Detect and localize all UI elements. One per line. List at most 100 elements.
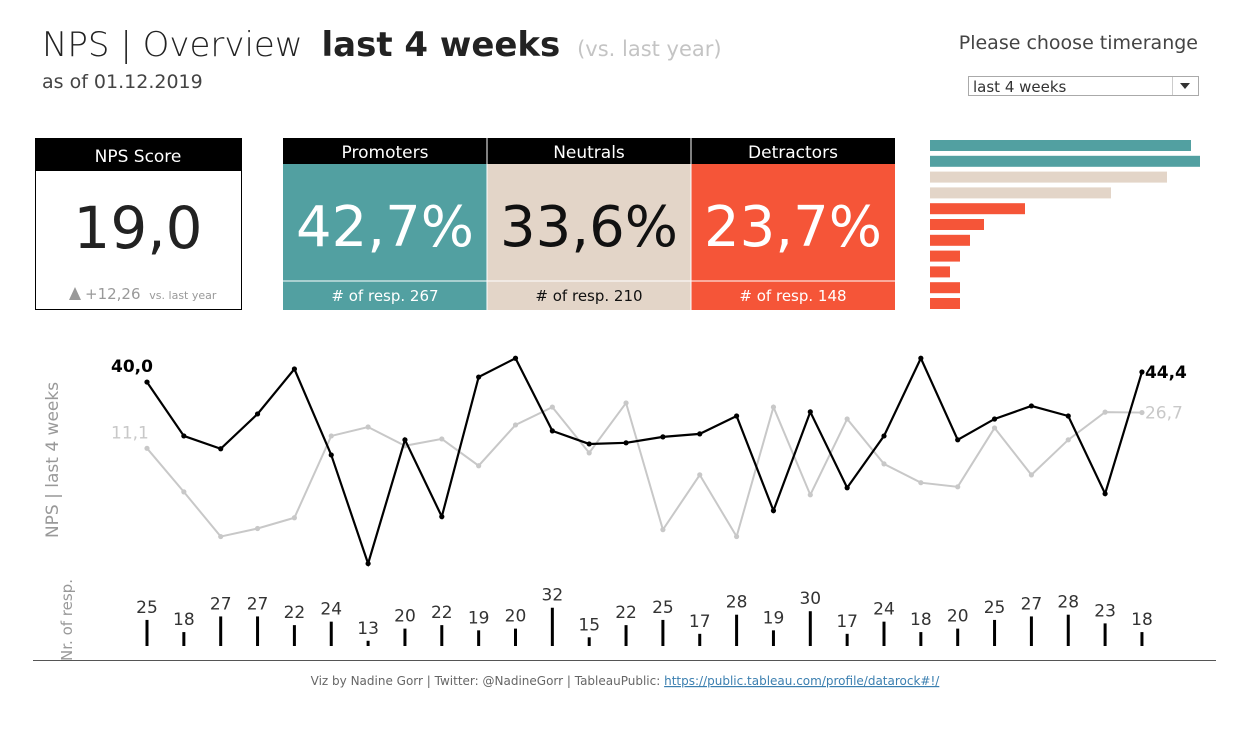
nps-point — [734, 533, 740, 540]
nps-point — [734, 413, 740, 419]
response-label: 22 — [284, 603, 306, 623]
nps-point — [918, 480, 924, 486]
kpi-title: NPS Score — [95, 147, 182, 167]
segment-body — [691, 164, 895, 310]
segment-header — [691, 138, 895, 164]
nps-point — [623, 400, 629, 406]
nps-point — [881, 461, 887, 467]
segment-body — [283, 164, 487, 310]
response-label: 27 — [210, 594, 232, 614]
nps-point — [844, 416, 850, 422]
response-label: 28 — [1057, 593, 1079, 613]
nps-point — [770, 508, 777, 514]
nps-label: 11,1 — [111, 423, 149, 443]
nps-point — [881, 433, 887, 439]
timerange-dropdown[interactable]: last 4 weeks — [968, 76, 1199, 97]
nps-point — [365, 560, 371, 567]
nps-point — [991, 416, 998, 422]
footer-link[interactable]: https://public.tableau.com/profile/datar… — [664, 674, 940, 688]
nps-point — [1139, 409, 1145, 416]
nps-point — [1028, 403, 1034, 409]
title-bold: last 4 weeks — [321, 25, 560, 65]
nps-point — [991, 425, 998, 431]
nps-point — [1065, 437, 1071, 443]
nps-point — [1102, 491, 1108, 497]
response-label: 18 — [173, 610, 195, 630]
segment-name: Neutrals — [553, 143, 625, 163]
response-label: 30 — [799, 589, 821, 609]
nps-point — [623, 440, 629, 446]
nps-point — [660, 527, 666, 533]
nps-point — [586, 441, 592, 447]
response-label: 20 — [947, 607, 969, 627]
dropdown-box[interactable] — [968, 76, 1199, 96]
nps-line — [146, 400, 1142, 540]
nps-point — [549, 428, 555, 434]
footer: Viz by Nadine Gorr | Twitter: @NadineGor… — [311, 674, 941, 688]
nps-point — [512, 355, 519, 361]
nps-point — [918, 355, 924, 361]
nps-point — [439, 514, 445, 520]
nps-point — [218, 533, 224, 540]
mini-bar — [930, 187, 1111, 199]
kpi-value: 19,0 — [73, 194, 202, 262]
response-label: 25 — [136, 598, 158, 618]
kpi-change-note: vs. last year — [149, 289, 217, 302]
title-compare: (vs. last year) — [577, 37, 722, 61]
nps-point — [549, 404, 555, 410]
nps-point — [291, 515, 297, 521]
nps-point — [365, 424, 371, 430]
response-label: 20 — [505, 607, 527, 627]
timerange-label: Please choose timerange — [959, 32, 1198, 54]
mini-bar — [930, 298, 960, 309]
nps-label: 40,0 — [111, 357, 153, 377]
response-label: 25 — [652, 598, 674, 618]
response-label: 17 — [836, 612, 858, 632]
nps-point — [254, 525, 261, 532]
nps-point — [291, 366, 297, 372]
segment-responses: # of resp. 148 — [739, 287, 846, 305]
segment-header — [283, 138, 487, 164]
nps-point — [439, 436, 445, 442]
response-label: 28 — [726, 593, 748, 613]
segment-value: 42,7% — [296, 195, 474, 260]
mini-bar — [930, 250, 960, 262]
response-label: 25 — [984, 598, 1006, 618]
response-label: 27 — [247, 594, 269, 614]
response-label: 22 — [615, 603, 637, 623]
segment-responses: # of resp. 210 — [535, 287, 642, 305]
y-axis-label: Nr. of resp. — [58, 579, 76, 661]
nps-label: 26,7 — [1145, 404, 1183, 424]
change-arrow — [69, 287, 81, 300]
nps-point — [697, 431, 703, 437]
segments: Promoters 42,7% # of resp. 267 Neutrals 33,6… — [283, 138, 895, 310]
nps-point — [402, 437, 408, 443]
nps-point — [844, 485, 850, 491]
segment-responses: # of resp. 267 — [331, 287, 438, 305]
mini-bar — [930, 140, 1191, 151]
dropdown-value[interactable]: last 4 weeks — [973, 78, 1067, 96]
nps-point — [254, 411, 261, 417]
response-label: 24 — [873, 600, 895, 620]
response-label: 17 — [689, 612, 711, 632]
nps-point — [1102, 409, 1108, 415]
response-label: 19 — [763, 608, 785, 628]
mini-bar — [930, 203, 1025, 215]
nps-label: 44,4 — [1145, 363, 1187, 383]
nps-point — [1028, 472, 1034, 478]
footer-text: Viz by Nadine Gorr | Twitter: @NadineGor… — [311, 674, 664, 688]
nps-point — [476, 463, 482, 469]
dropdown-arrow[interactable] — [1180, 83, 1190, 89]
segment-body — [487, 164, 691, 310]
segment-value: 33,6% — [500, 195, 678, 260]
segment-name: Promoters — [342, 143, 429, 163]
response-label: 19 — [468, 608, 490, 628]
kpi-header — [36, 139, 241, 171]
nps-point — [181, 489, 187, 495]
nps-point — [328, 452, 334, 458]
mini-bar — [930, 266, 950, 278]
nps-point — [770, 404, 777, 410]
nps-point — [512, 422, 519, 428]
response-label: 18 — [1131, 610, 1153, 630]
